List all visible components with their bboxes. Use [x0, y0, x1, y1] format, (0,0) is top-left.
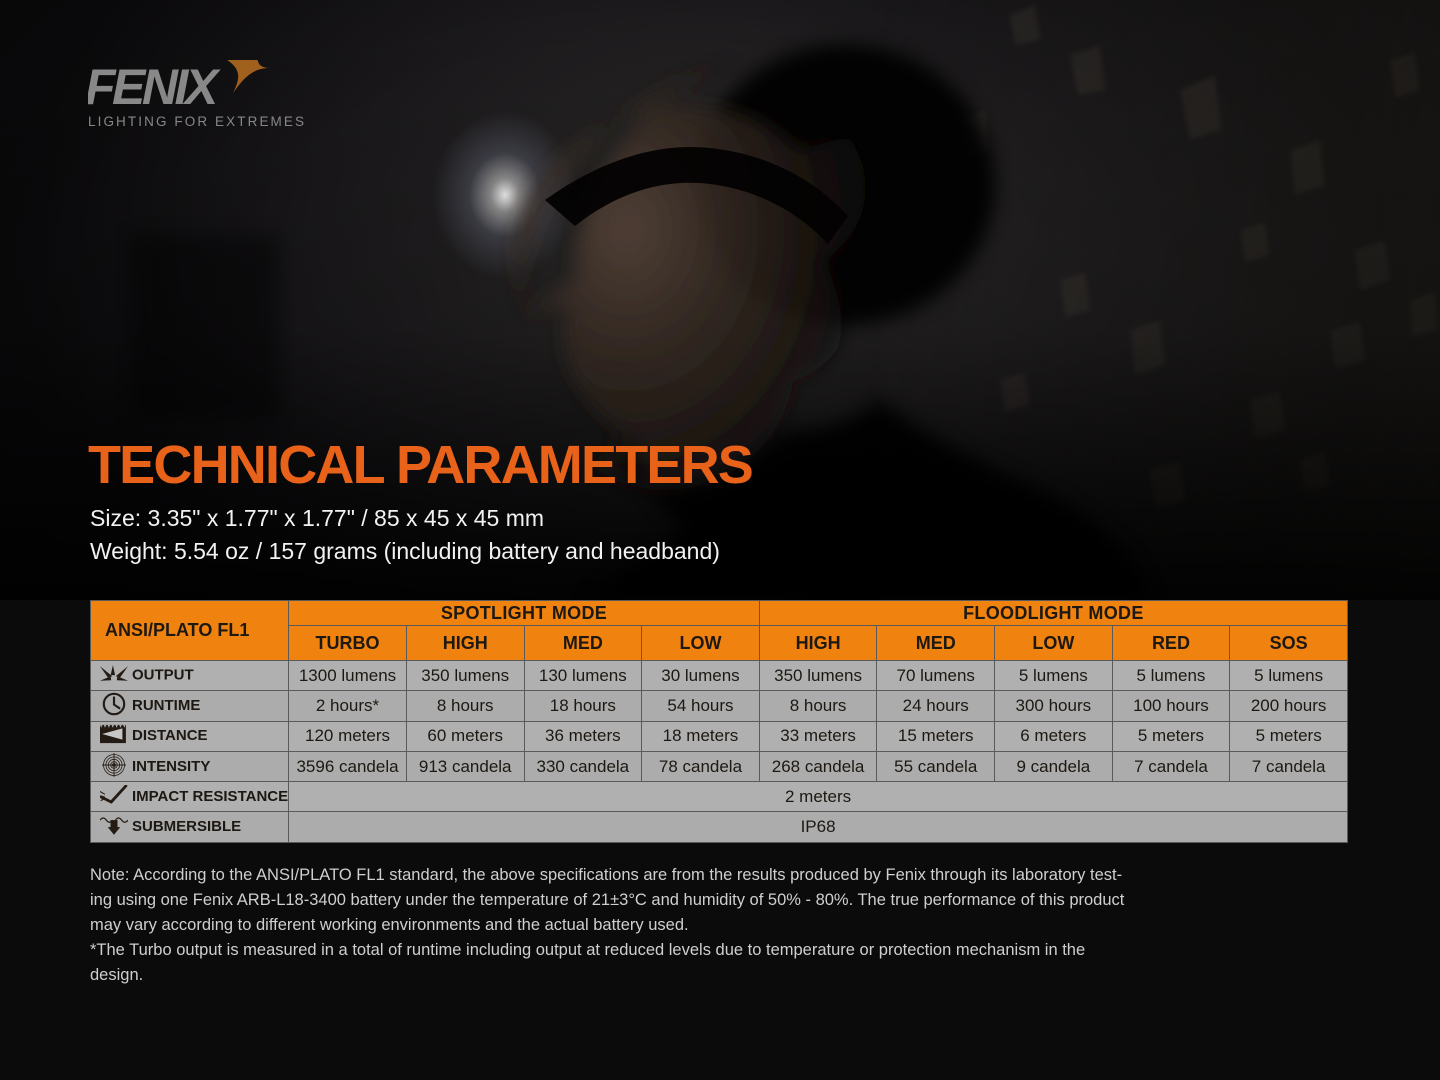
svg-text:FENIX: FENIX [88, 60, 221, 115]
svg-text:LIGHTING FOR EXTREMES: LIGHTING FOR EXTREMES [88, 114, 306, 129]
